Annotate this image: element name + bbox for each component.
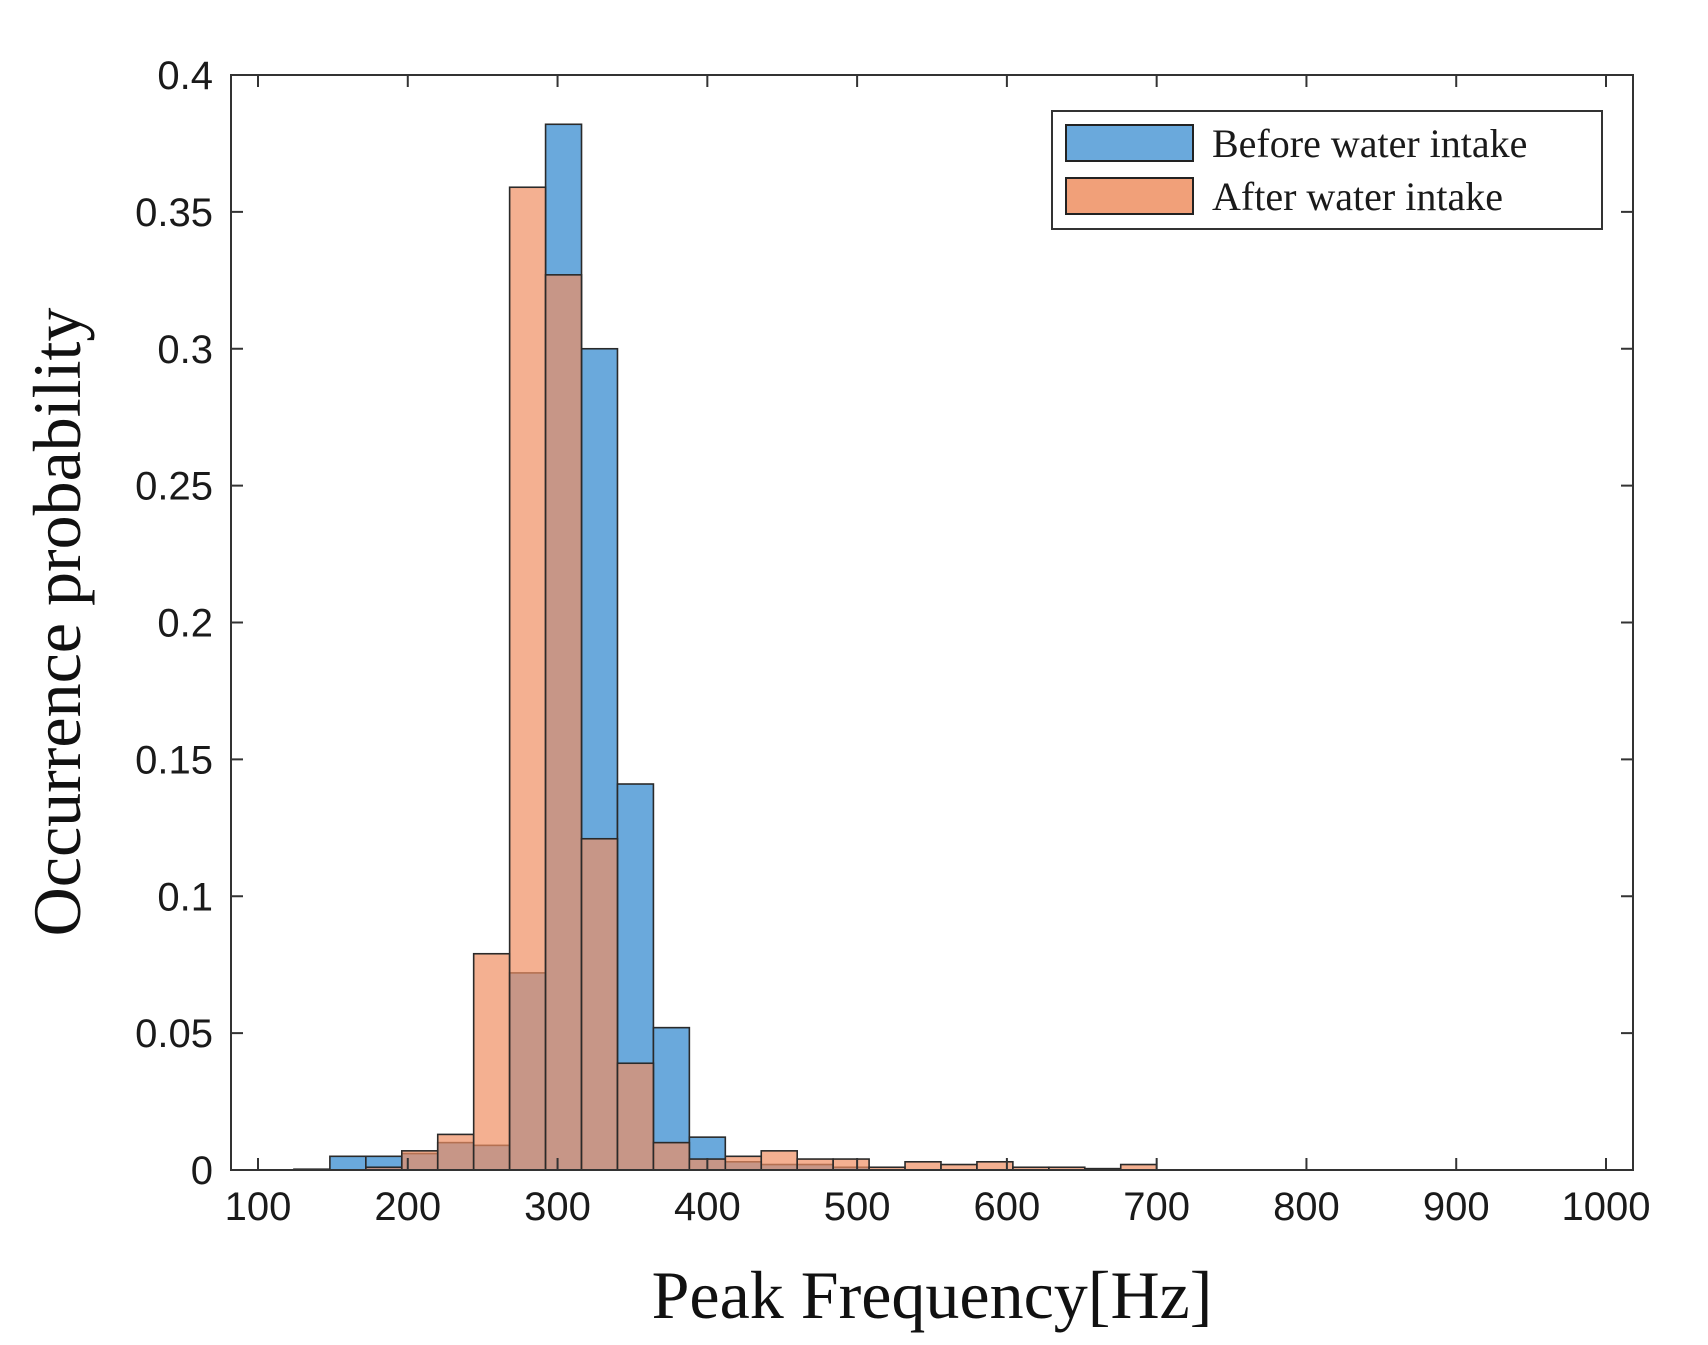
bar-after-7 xyxy=(616,1062,655,1171)
bar-after-4 xyxy=(508,186,547,1171)
y-tick-label: 0.05 xyxy=(135,1012,213,1056)
x-tick-label: 100 xyxy=(225,1185,292,1229)
x-tick-label: 900 xyxy=(1423,1185,1490,1229)
x-tick-label: 400 xyxy=(674,1185,741,1229)
legend-label-before: Before water intake xyxy=(1212,121,1527,166)
bar-after-11 xyxy=(760,1150,799,1171)
y-tick-label: 0 xyxy=(191,1149,213,1193)
bar-after-3 xyxy=(472,952,511,1171)
bar-after-15 xyxy=(904,1160,942,1171)
bar-after-6 xyxy=(580,837,619,1171)
legend-label-after: After water intake xyxy=(1212,174,1503,219)
bars-layer xyxy=(293,123,1158,1171)
x-tick-label: 500 xyxy=(824,1185,891,1229)
y-tick-label: 0.1 xyxy=(157,875,213,919)
x-axis-label: Peak Frequency[Hz] xyxy=(652,1257,1213,1333)
x-tick-label: 600 xyxy=(974,1185,1041,1229)
bar-after-12 xyxy=(796,1158,834,1171)
y-tick-label: 0.2 xyxy=(157,602,213,646)
y-tick-labels: 0 0.05 0.1 0.15 0.2 0.25 0.3 0.35 0.4 xyxy=(135,54,213,1193)
plot-frame xyxy=(230,74,1634,1171)
y-tick-label: 0.3 xyxy=(157,328,213,372)
y-tick-label: 0.35 xyxy=(135,191,213,235)
legend: Before water intake After water intake xyxy=(1051,110,1603,230)
y-axis-label: Occurrence probability xyxy=(19,308,95,937)
x-tick-label: 1000 xyxy=(1562,1185,1651,1229)
bar-after-8 xyxy=(652,1141,691,1171)
x-tick-label: 200 xyxy=(374,1185,441,1229)
plot-background xyxy=(231,75,1633,1170)
legend-swatch-before xyxy=(1065,124,1194,162)
bar-after-10 xyxy=(724,1155,763,1171)
y-tick-label: 0.4 xyxy=(157,54,213,98)
y-tick-label: 0.15 xyxy=(135,738,213,782)
x-tick-labels: 100 200 300 400 500 600 700 800 900 1000 xyxy=(225,1185,1651,1229)
x-tick-label: 800 xyxy=(1273,1185,1340,1229)
bar-after-5 xyxy=(544,274,583,1171)
bar-before-1 xyxy=(329,1155,367,1171)
bar-after-2 xyxy=(436,1133,475,1171)
legend-swatch-after xyxy=(1065,177,1194,215)
y-tick-label: 0.25 xyxy=(135,465,213,509)
bar-after-13 xyxy=(832,1158,870,1171)
x-tick-label: 300 xyxy=(524,1185,591,1229)
x-tick-label: 700 xyxy=(1123,1185,1190,1229)
